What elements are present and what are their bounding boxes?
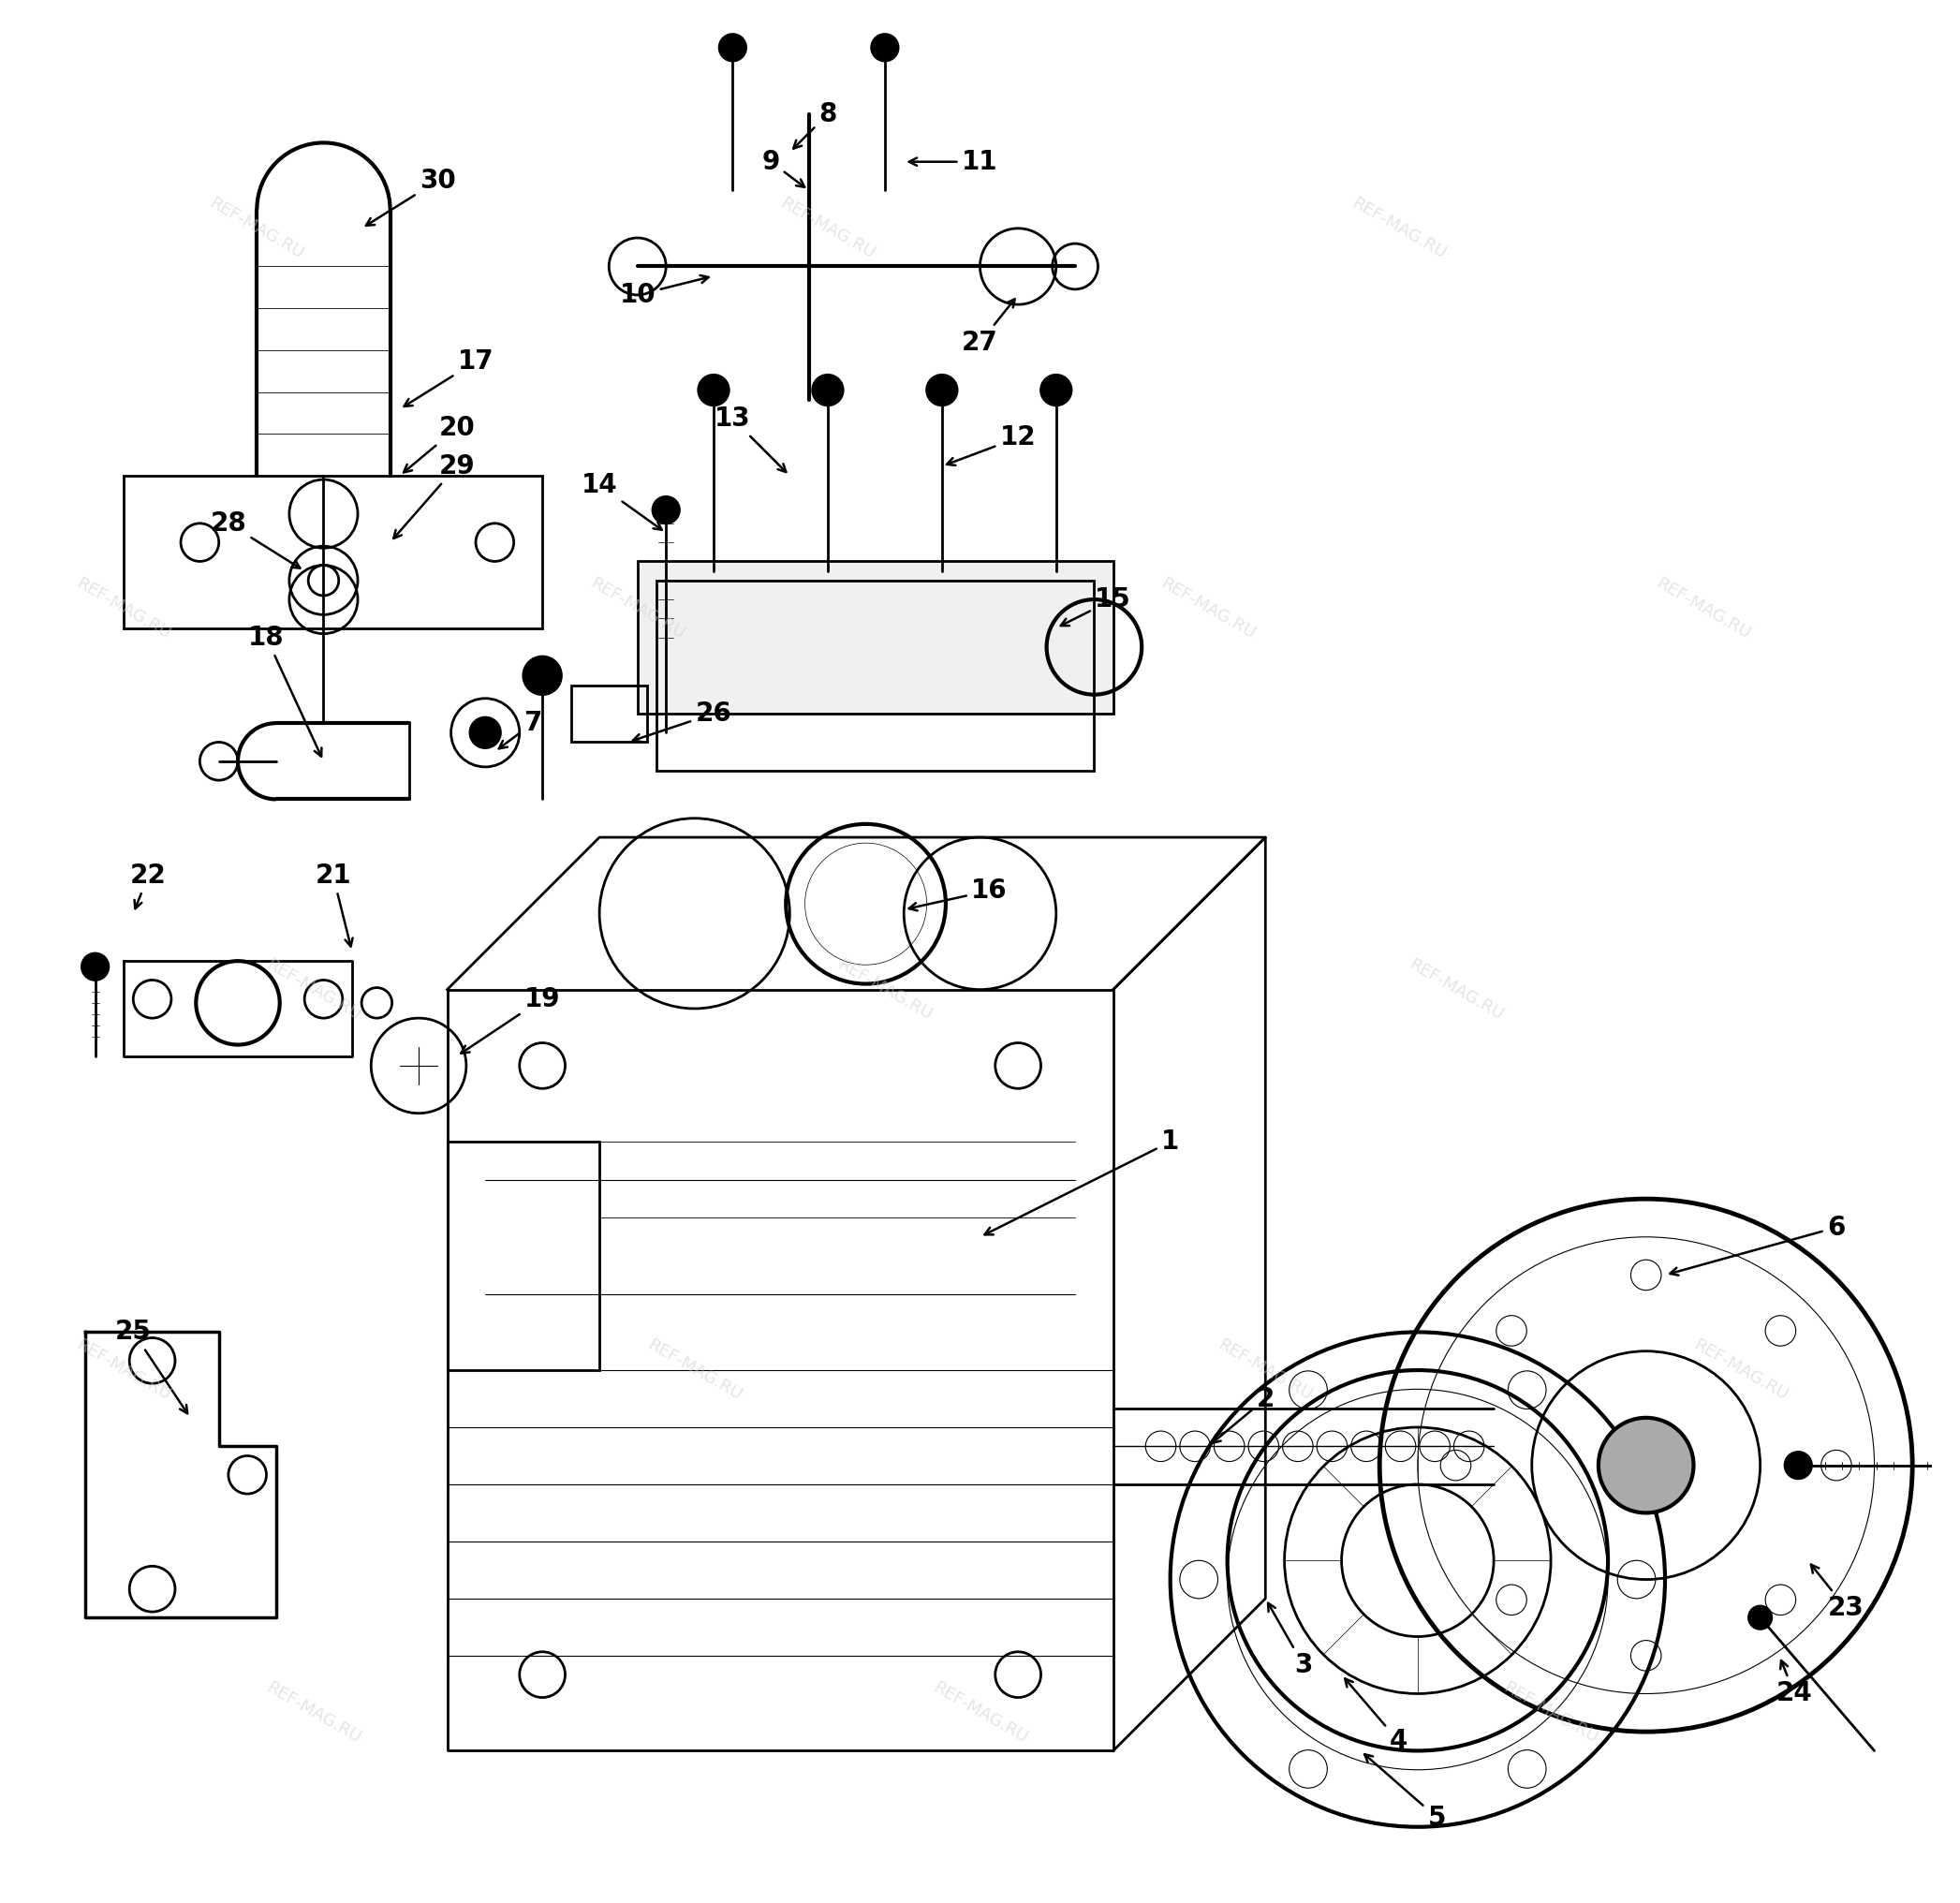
Circle shape <box>927 375 956 405</box>
Text: 10: 10 <box>619 276 708 308</box>
Text: REF-MAG.RU: REF-MAG.RU <box>645 1336 745 1404</box>
Polygon shape <box>86 1332 276 1618</box>
Text: 19: 19 <box>461 986 561 1052</box>
Circle shape <box>1599 1418 1693 1513</box>
Circle shape <box>470 717 500 748</box>
Text: 29: 29 <box>394 453 474 539</box>
Text: REF-MAG.RU: REF-MAG.RU <box>1348 194 1448 263</box>
Text: 2: 2 <box>1213 1385 1274 1442</box>
Text: 9: 9 <box>762 148 804 186</box>
Text: 13: 13 <box>715 405 786 472</box>
Text: 15: 15 <box>1060 586 1131 626</box>
Bar <box>657 580 1094 771</box>
Text: REF-MAG.RU: REF-MAG.RU <box>74 1336 174 1404</box>
Circle shape <box>82 953 108 980</box>
Text: REF-MAG.RU: REF-MAG.RU <box>835 955 935 1024</box>
Text: 3: 3 <box>1268 1602 1313 1678</box>
Text: 21: 21 <box>316 862 353 946</box>
Bar <box>570 685 647 742</box>
Text: 20: 20 <box>404 415 474 472</box>
Text: REF-MAG.RU: REF-MAG.RU <box>206 194 308 263</box>
Text: REF-MAG.RU: REF-MAG.RU <box>265 1678 365 1747</box>
Circle shape <box>653 497 680 523</box>
Text: 25: 25 <box>116 1319 188 1414</box>
Circle shape <box>698 375 729 405</box>
Text: REF-MAG.RU: REF-MAG.RU <box>1158 575 1258 643</box>
Circle shape <box>813 375 843 405</box>
Text: REF-MAG.RU: REF-MAG.RU <box>1405 955 1505 1024</box>
Text: REF-MAG.RU: REF-MAG.RU <box>1691 1336 1791 1404</box>
Circle shape <box>1748 1606 1772 1629</box>
Text: 4: 4 <box>1345 1678 1407 1755</box>
Text: 30: 30 <box>367 167 457 226</box>
Text: 28: 28 <box>210 510 300 569</box>
Text: 27: 27 <box>962 299 1015 356</box>
Text: 16: 16 <box>909 877 1007 912</box>
Text: REF-MAG.RU: REF-MAG.RU <box>74 575 174 643</box>
Text: REF-MAG.RU: REF-MAG.RU <box>778 194 878 263</box>
Circle shape <box>523 657 561 695</box>
Text: 17: 17 <box>404 348 494 407</box>
Text: 6: 6 <box>1670 1214 1846 1275</box>
Bar <box>447 1142 600 1370</box>
Text: 22: 22 <box>129 862 167 908</box>
Text: REF-MAG.RU: REF-MAG.RU <box>929 1678 1031 1747</box>
Text: 24: 24 <box>1776 1661 1813 1707</box>
Text: REF-MAG.RU: REF-MAG.RU <box>1652 575 1754 643</box>
Text: 7: 7 <box>500 710 541 748</box>
Circle shape <box>719 34 747 61</box>
Text: 11: 11 <box>909 148 998 175</box>
Text: 5: 5 <box>1364 1755 1446 1831</box>
Text: 14: 14 <box>582 472 662 529</box>
Text: 8: 8 <box>794 101 837 148</box>
Text: 12: 12 <box>947 424 1037 466</box>
Circle shape <box>1786 1452 1811 1479</box>
Circle shape <box>872 34 898 61</box>
Text: 26: 26 <box>633 700 731 742</box>
Bar <box>123 476 543 628</box>
Text: 1: 1 <box>984 1128 1180 1235</box>
Text: REF-MAG.RU: REF-MAG.RU <box>1501 1678 1601 1747</box>
Text: 18: 18 <box>249 624 321 757</box>
Polygon shape <box>123 961 353 1056</box>
Circle shape <box>1041 375 1072 405</box>
Text: REF-MAG.RU: REF-MAG.RU <box>1215 1336 1315 1404</box>
Bar <box>637 561 1113 714</box>
Text: REF-MAG.RU: REF-MAG.RU <box>265 955 365 1024</box>
Text: 23: 23 <box>1811 1564 1864 1621</box>
Text: REF-MAG.RU: REF-MAG.RU <box>588 575 688 643</box>
